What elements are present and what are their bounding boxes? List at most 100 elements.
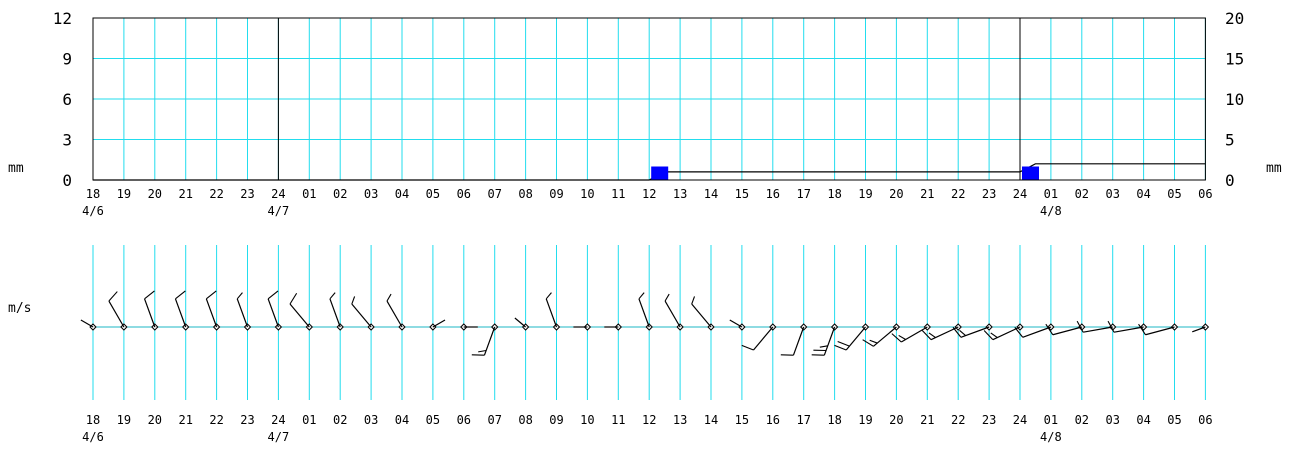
wind-barb [329, 292, 344, 331]
wind-barb [429, 319, 446, 331]
wind-barb-staff [108, 300, 125, 328]
wind-barb-staff [638, 298, 650, 328]
wind-barb-staff [329, 298, 341, 328]
wind-barb [545, 292, 561, 331]
wind-barb-staff [289, 303, 310, 328]
wind-x-tick-label: 22 [951, 413, 965, 427]
rainfall-x-tick-label: 05 [426, 187, 440, 201]
wind-barb [267, 290, 283, 331]
wind-barb [862, 323, 901, 347]
rainfall-x-axis-ticks: 18 19 20 21 22 23 24 01 02 03 04 05 06 07 08 09 10 11 12 13… [82, 187, 1212, 218]
wind-barb-feather [1045, 323, 1054, 336]
wind-x-tick-label: 04 [1136, 413, 1150, 427]
wind-barb-staff [545, 298, 558, 328]
rainfall-bar [1022, 166, 1039, 180]
wind-grid [92, 245, 1206, 400]
rainfall-x-tick-label: 17 [796, 187, 810, 201]
wind-barb-staff [1022, 326, 1052, 338]
wind-barb-staff [236, 298, 249, 328]
wind-barb [891, 323, 932, 343]
wind-x-tick-label: 18 [827, 413, 841, 427]
wind-barb-feather [869, 339, 878, 344]
wind-x-tick-label: 05 [426, 413, 440, 427]
rainfall-x-tick-label: 24 [1013, 187, 1027, 201]
wind-date-label: 4/8 [1040, 430, 1062, 444]
rainfall-x-tick-label: 21 [920, 187, 934, 201]
wind-barb-staff [992, 326, 1021, 341]
wind-barb-staff [514, 317, 526, 328]
wind-barb [143, 290, 159, 331]
wind-barb-feather [1076, 320, 1084, 333]
wind-barb-staff [143, 298, 156, 328]
wind-barb-staff [80, 319, 94, 328]
wind-x-tick-label: 21 [178, 413, 192, 427]
rainfall-x-tick-label: 18 [86, 187, 100, 201]
wind-barb [514, 317, 530, 331]
wind-barb [780, 323, 808, 356]
wind-barb-feather [351, 296, 356, 305]
wind-barb [729, 319, 746, 331]
rainfall-x-tick-label: 08 [518, 187, 532, 201]
wind-barb-feather [891, 333, 902, 343]
wind-x-tick-label: 23 [240, 413, 254, 427]
rainfall-x-tick-label: 03 [1105, 187, 1119, 201]
rainfall-x-tick-label: 02 [1075, 187, 1089, 201]
wind-barb-staff [1113, 326, 1144, 333]
wind-barb [664, 293, 684, 331]
rainfall-left-axis-label: mm [8, 161, 24, 176]
rainfall-right-tick-label: 5 [1225, 131, 1235, 150]
wind-barb-feather [236, 292, 243, 300]
rainfall-x-tick-label: 19 [117, 187, 131, 201]
wind-barb-feather [921, 330, 932, 341]
wind-barb [108, 291, 128, 331]
wind-barb [1138, 323, 1179, 336]
wind-barb-staff [792, 326, 805, 356]
wind-barb [205, 290, 221, 331]
rainfall-date-label: 4/8 [1040, 204, 1062, 218]
wind-barb-staff [351, 303, 372, 328]
wind-barb-feather [205, 290, 217, 300]
wind-barb-feather [834, 344, 847, 351]
rainfall-x-tick-label: 06 [1198, 187, 1212, 201]
rainfall-right-tick-label: 10 [1225, 90, 1244, 109]
wind-x-tick-label: 20 [148, 413, 162, 427]
wind-barb [386, 293, 406, 331]
wind-barb-feather [837, 340, 850, 347]
wind-x-tick-label: 17 [796, 413, 810, 427]
wind-x-tick-label: 24 [271, 413, 285, 427]
wind-barb-feather [108, 291, 118, 302]
rainfall-x-tick-label: 05 [1167, 187, 1181, 201]
rainfall-x-tick-label: 09 [549, 187, 563, 201]
wind-barb [811, 323, 839, 356]
rainfall-x-tick-label: 22 [951, 187, 965, 201]
wind-chart-panel: m/s 18 19 20 21 22 23 24 01 02 03 04 05 06 07 08 09 10 11… [8, 245, 1213, 444]
wind-barb [80, 319, 97, 331]
wind-x-tick-label: 06 [1198, 413, 1212, 427]
wind-barb-staff [386, 300, 403, 328]
wind-barb-feather [1107, 320, 1115, 333]
wind-x-tick-label: 10 [580, 413, 594, 427]
rainfall-right-axis-label: mm [1266, 161, 1282, 176]
wind-x-tick-label: 18 [86, 413, 100, 427]
rainfall-x-tick-label: 10 [580, 187, 594, 201]
wind-barb-feather [329, 292, 336, 300]
rainfall-x-tick-label: 16 [766, 187, 780, 201]
wind-x-tick-label: 01 [302, 413, 316, 427]
wind-axis-label: m/s [8, 301, 31, 316]
rainfall-x-tick-label: 01 [302, 187, 316, 201]
rainfall-bar [651, 166, 669, 180]
wind-x-tick-label: 19 [858, 413, 872, 427]
wind-barb-staff [1052, 326, 1082, 336]
wind-barb [952, 323, 993, 338]
wind-barb [638, 292, 653, 331]
wind-barb [834, 323, 870, 351]
wind-barb-feather [664, 293, 670, 302]
wind-barb [573, 323, 592, 331]
wind-barbs [80, 290, 1210, 356]
rainfall-x-tick-label: 24 [271, 187, 285, 201]
rainfall-x-tick-label: 21 [178, 187, 192, 201]
wind-barb-staff [267, 298, 279, 328]
rainfall-date-label: 4/6 [82, 204, 104, 218]
rainfall-x-tick-label: 12 [642, 187, 656, 201]
wind-barb [289, 292, 314, 331]
